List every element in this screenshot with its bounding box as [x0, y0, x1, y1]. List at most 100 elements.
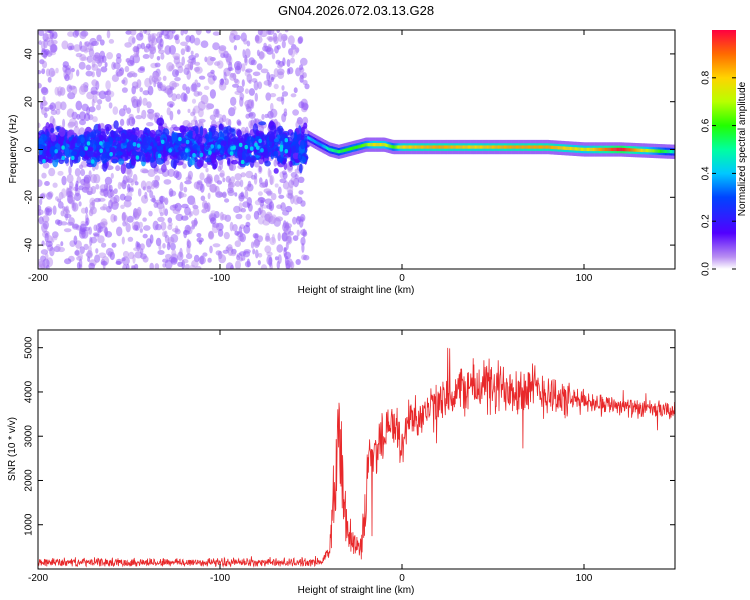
noise-bright-blob	[185, 148, 189, 153]
signal-core	[390, 144, 392, 149]
noise-bright-blob	[284, 138, 289, 143]
noise-speckle	[88, 48, 95, 57]
signal-core	[515, 145, 518, 149]
noise-speckle	[182, 83, 187, 91]
noise-band-blob	[76, 139, 81, 147]
noise-speckle	[130, 265, 135, 269]
noise-speckle	[212, 243, 221, 248]
signal-core	[340, 149, 342, 153]
noise-speckle	[156, 56, 161, 61]
signal-core	[580, 147, 582, 151]
noise-speckle	[98, 252, 107, 259]
signal-core	[489, 145, 492, 149]
noise-speckle	[112, 106, 119, 115]
noise-speckle	[269, 236, 277, 246]
noise-speckle	[290, 48, 295, 58]
signal-core	[321, 143, 323, 148]
noise-speckle	[257, 253, 263, 258]
y-tick-label: 4000	[24, 380, 35, 403]
noise-speckle	[113, 215, 118, 222]
signal-core	[469, 145, 471, 149]
signal-core	[308, 136, 310, 140]
signal-core	[533, 145, 535, 149]
noise-speckle	[74, 30, 80, 37]
colorbar-tick-label: 0.8	[701, 70, 712, 84]
signal-core	[463, 145, 465, 149]
signal-core	[428, 145, 430, 149]
noise-speckle	[142, 233, 148, 239]
noise-speckle	[256, 63, 263, 71]
noise-speckle	[79, 31, 87, 40]
noise-speckle	[103, 188, 109, 198]
y-tick-label: 5000	[24, 336, 35, 359]
noise-speckle	[38, 30, 45, 37]
noise-speckle	[292, 216, 297, 225]
noise-band-blob	[174, 139, 181, 146]
noise-speckle	[38, 122, 41, 129]
signal-core	[485, 145, 487, 149]
signal-core	[502, 145, 505, 149]
noise-speckle	[230, 96, 237, 106]
noise-speckle	[174, 77, 181, 82]
signal-core	[365, 143, 367, 147]
signal-core	[351, 146, 353, 151]
noise-speckle	[277, 186, 282, 195]
signal-core	[518, 145, 520, 149]
spectrogram-xlabel: Height of straight line (km)	[298, 285, 415, 296]
signal-core	[592, 147, 594, 152]
signal-core	[523, 145, 525, 149]
noise-speckle	[85, 64, 92, 71]
noise-speckle	[244, 56, 248, 66]
noise-speckle	[169, 127, 175, 132]
signal-core	[388, 144, 390, 148]
noise-speckle	[97, 99, 103, 105]
noise-band-blob	[230, 159, 239, 165]
noise-band-blob	[145, 151, 151, 163]
noise-speckle	[261, 113, 265, 120]
noise-speckle	[142, 255, 149, 263]
noise-speckle	[277, 254, 282, 264]
noise-speckle	[185, 86, 191, 94]
signal-core	[662, 149, 664, 153]
signal-core	[527, 145, 530, 149]
noise-speckle	[187, 108, 191, 113]
noise-speckle	[303, 103, 309, 111]
noise-band-blob	[273, 150, 279, 157]
noise-band-blob	[269, 140, 273, 148]
noise-speckle	[297, 176, 305, 183]
noise-speckle	[292, 235, 299, 242]
noise-speckle	[227, 182, 236, 188]
noise-band-blob	[96, 155, 102, 162]
noise-speckle	[67, 221, 74, 226]
noise-speckle	[208, 231, 214, 239]
noise-speckle	[264, 113, 269, 119]
signal-core	[498, 145, 500, 149]
noise-speckle	[146, 185, 152, 193]
noise-bright-blob	[249, 146, 254, 151]
noise-speckle	[88, 262, 95, 269]
noise-speckle	[248, 79, 252, 84]
noise-band-blob	[193, 143, 198, 149]
signal-core	[557, 146, 559, 150]
noise-band-blob	[273, 138, 280, 143]
signal-core	[400, 145, 402, 149]
noise-speckle	[278, 194, 285, 199]
noise-speckle	[183, 30, 189, 35]
snr-frame	[37, 329, 676, 570]
noise-speckle	[244, 48, 251, 58]
noise-band-blob	[130, 155, 137, 166]
signal-core	[571, 147, 573, 151]
signal-core	[573, 147, 576, 151]
noise-speckle	[232, 224, 238, 232]
noise-speckle	[245, 221, 251, 228]
noise-speckle	[41, 60, 48, 69]
noise-speckle	[77, 253, 84, 259]
signal-core	[414, 145, 416, 149]
noise-speckle	[238, 226, 243, 235]
signal-core	[329, 147, 331, 152]
noise-speckle	[41, 223, 48, 233]
noise-speckle	[186, 45, 191, 53]
noise-speckle	[219, 78, 225, 86]
noise-speckle	[163, 179, 172, 185]
